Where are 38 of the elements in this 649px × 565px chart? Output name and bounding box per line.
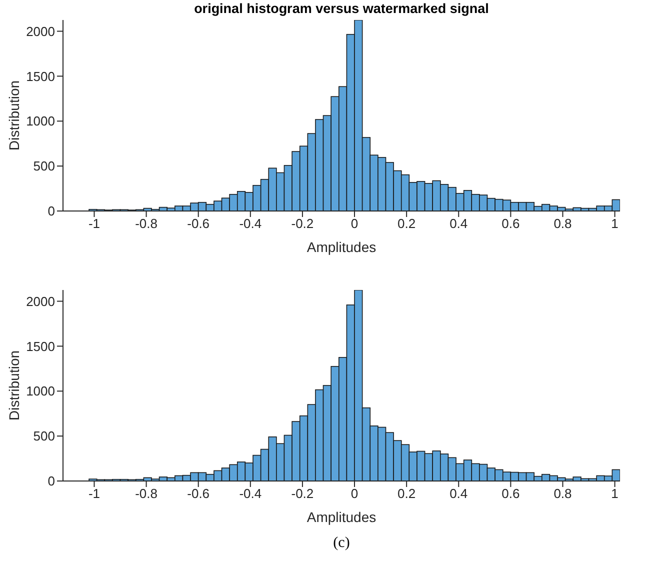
text: (c) — [333, 535, 350, 551]
x-tick-label: 0 — [350, 216, 358, 232]
y-tick-label: 500 — [33, 428, 55, 444]
chart-title: original histogram versus watermarked signal — [193, 0, 490, 18]
x-tick-label: -1 — [88, 486, 100, 502]
y-tick-label: 1500 — [26, 338, 55, 354]
x-tick-label: 0.2 — [398, 486, 416, 502]
y-tick-label: 1500 — [26, 68, 55, 84]
x-tick-label: -0.8 — [135, 216, 158, 232]
y-axis-title: Distribution — [6, 80, 22, 151]
x-tick-label: 0.6 — [502, 486, 520, 502]
y-tick-label: 1000 — [26, 114, 55, 129]
x-tick-label: 0.4 — [450, 486, 468, 502]
x-tick-label: -0.4 — [239, 216, 262, 232]
x-tick-label: -0.2 — [291, 216, 314, 232]
y-tick-label: 1000 — [26, 384, 55, 399]
x-tick-label: -0.6 — [187, 486, 210, 502]
x-tick-label: -1 — [88, 216, 100, 232]
y-tick-label: 0 — [48, 474, 55, 489]
y-tick-label: 2000 — [26, 24, 55, 39]
x-tick-label: 0.8 — [554, 216, 572, 232]
y-tick-label: 0 — [48, 204, 55, 219]
x-tick-label: -0.6 — [187, 216, 210, 232]
y-tick-label: 500 — [33, 158, 55, 174]
y-axis-title: Distribution — [6, 350, 22, 421]
x-tick-label: 0.2 — [398, 216, 416, 232]
x-tick-label: -0.4 — [239, 486, 262, 502]
x-axis-title: Amplitudes — [306, 239, 376, 255]
x-tick-label: 1 — [611, 486, 618, 502]
x-tick-label: -0.2 — [291, 486, 314, 502]
x-tick-label: 0.4 — [450, 216, 468, 232]
x-tick-label: 0.6 — [502, 216, 520, 232]
x-tick-label: 1 — [611, 216, 618, 232]
x-axis-title: Amplitudes — [306, 509, 376, 525]
x-tick-label: 0.8 — [554, 486, 572, 502]
y-tick-label: 2000 — [26, 294, 55, 309]
x-tick-label: -0.8 — [135, 486, 158, 502]
x-tick-label: 0 — [350, 486, 358, 502]
